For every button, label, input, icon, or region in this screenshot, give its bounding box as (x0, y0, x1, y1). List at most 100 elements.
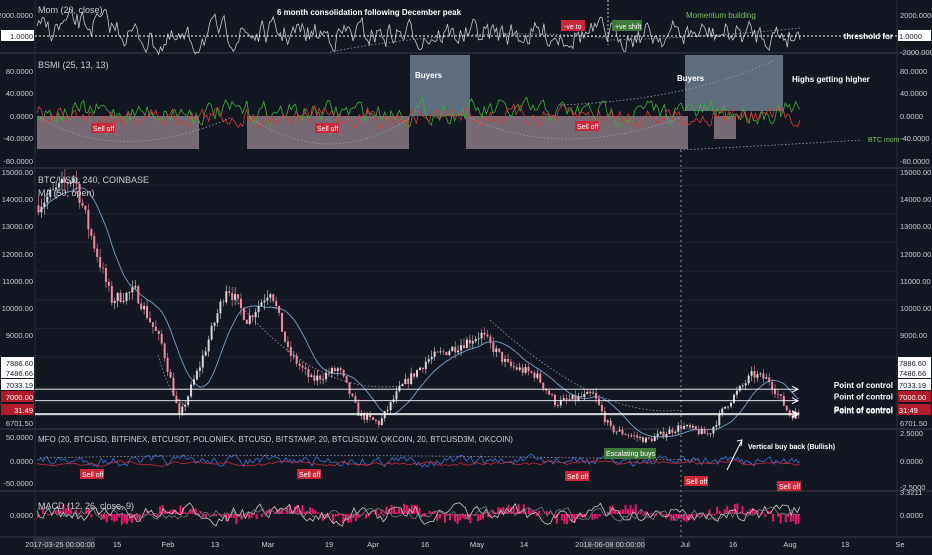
price_pane-right-label: 14000.00 (900, 195, 931, 204)
candle-body (117, 293, 119, 301)
macd-bar (378, 514, 380, 516)
candle-body (592, 393, 594, 394)
candle-body (190, 384, 192, 396)
bsmi_pane-right-label: -40.0000 (900, 134, 930, 143)
macd-bar (650, 513, 652, 514)
macd-bar (614, 511, 616, 514)
candle-body (237, 294, 239, 299)
annotation-highs: Highs getting higher (792, 75, 870, 84)
candle-body (287, 341, 289, 346)
candle-body (401, 384, 403, 386)
candle-body (266, 298, 268, 301)
sell-off-label-2: Sell off (315, 123, 339, 133)
macd-bar (47, 514, 49, 515)
macd-bar (312, 508, 314, 514)
bsmi_pane-right-label: 80.0000 (900, 67, 927, 76)
poc-label: Point of control (834, 381, 893, 390)
candle-body (181, 407, 183, 414)
candle-body (733, 395, 735, 403)
candle-body (208, 340, 210, 352)
candle-body (569, 399, 571, 400)
macd-bar (764, 514, 766, 517)
candle-body (771, 382, 773, 389)
price_pane-left-label: 7486.66 (6, 369, 33, 378)
price_pane-right-label: 9000.00 (900, 331, 927, 340)
candle-body (137, 286, 139, 303)
candle-body (134, 286, 136, 287)
candle-body (589, 392, 591, 393)
candle-body (495, 349, 497, 353)
candle-body (172, 378, 174, 396)
price_pane-right-label: 31:49 (899, 406, 918, 415)
candle-body (366, 414, 368, 419)
candle-body (305, 368, 307, 369)
candle-body (768, 377, 770, 382)
macd-bar (157, 514, 159, 516)
candle-body (510, 362, 512, 366)
candle-body (657, 434, 659, 437)
candle-body (152, 322, 154, 327)
macd-bar (179, 506, 181, 514)
candle-body (302, 366, 304, 368)
annotation-btc-mom: BTC mom (868, 137, 900, 144)
candle-body (777, 394, 779, 395)
candle-body (225, 291, 227, 302)
macd-bar (670, 514, 672, 520)
candle-body (334, 368, 336, 371)
candle-body (316, 376, 318, 381)
macd-bar (797, 514, 799, 524)
macd-bar (772, 514, 774, 521)
candle-body (296, 356, 298, 364)
candle-body (120, 293, 122, 302)
candle-body (727, 406, 729, 407)
price_pane-left-label: 13000.00 (2, 222, 33, 231)
candle-body (475, 339, 477, 341)
candle-body (754, 371, 756, 378)
macd-bar (426, 513, 428, 514)
mfo_pane-left-label: -50.0000 (3, 479, 33, 488)
mfo-sell-off-5: Sell off (777, 481, 801, 491)
macd-title: MACD (12, 26, close, 9) (38, 501, 134, 511)
annotation-buyers-1: Buyers (415, 71, 443, 80)
candle-body (663, 432, 665, 437)
mfo_pane-right-label: 2.5000 (900, 429, 923, 438)
candle-body (260, 302, 262, 306)
candle-body (616, 431, 618, 432)
macd-bar (663, 514, 665, 515)
macd-bar (215, 514, 217, 516)
candle-body (416, 370, 418, 377)
mom_pane-right-label: 2000.0000 (900, 11, 932, 20)
candle-body (337, 368, 339, 371)
candle-body (214, 323, 216, 326)
candle-body (780, 394, 782, 396)
price_pane-left-label: 7886.60 (6, 359, 33, 368)
macd-bar (90, 514, 92, 517)
x-tick-label: 2017-03-25 00:00:00 (25, 540, 95, 549)
candle-body (155, 327, 157, 331)
macd-bar (719, 511, 721, 514)
mfo_pane-right-label: 0.0000 (900, 457, 923, 466)
candle-body (577, 396, 579, 400)
x-tick-label: Apr (367, 540, 379, 549)
macd-bar (190, 509, 192, 514)
candle-body (528, 367, 530, 371)
candle-body (437, 352, 439, 353)
candle-body (126, 293, 128, 301)
annotation-ve-shift: +ve shift (615, 24, 641, 31)
price_pane-left-label: 7033.19 (6, 381, 33, 390)
macd-bar (200, 511, 202, 514)
macd-bar (622, 510, 624, 514)
svg-text:Sell off: Sell off (577, 124, 598, 131)
candle-body (149, 318, 151, 322)
candle-body (451, 347, 453, 351)
candle-body (651, 439, 653, 441)
candle-body (551, 395, 553, 396)
candle-body (575, 395, 577, 400)
candle-body (457, 350, 459, 352)
macd-bar (642, 514, 644, 516)
price_pane-left-label: 12000.00 (2, 250, 33, 259)
bsmi_pane-right-label: -80.0000 (900, 157, 930, 166)
candle-body (607, 421, 609, 422)
